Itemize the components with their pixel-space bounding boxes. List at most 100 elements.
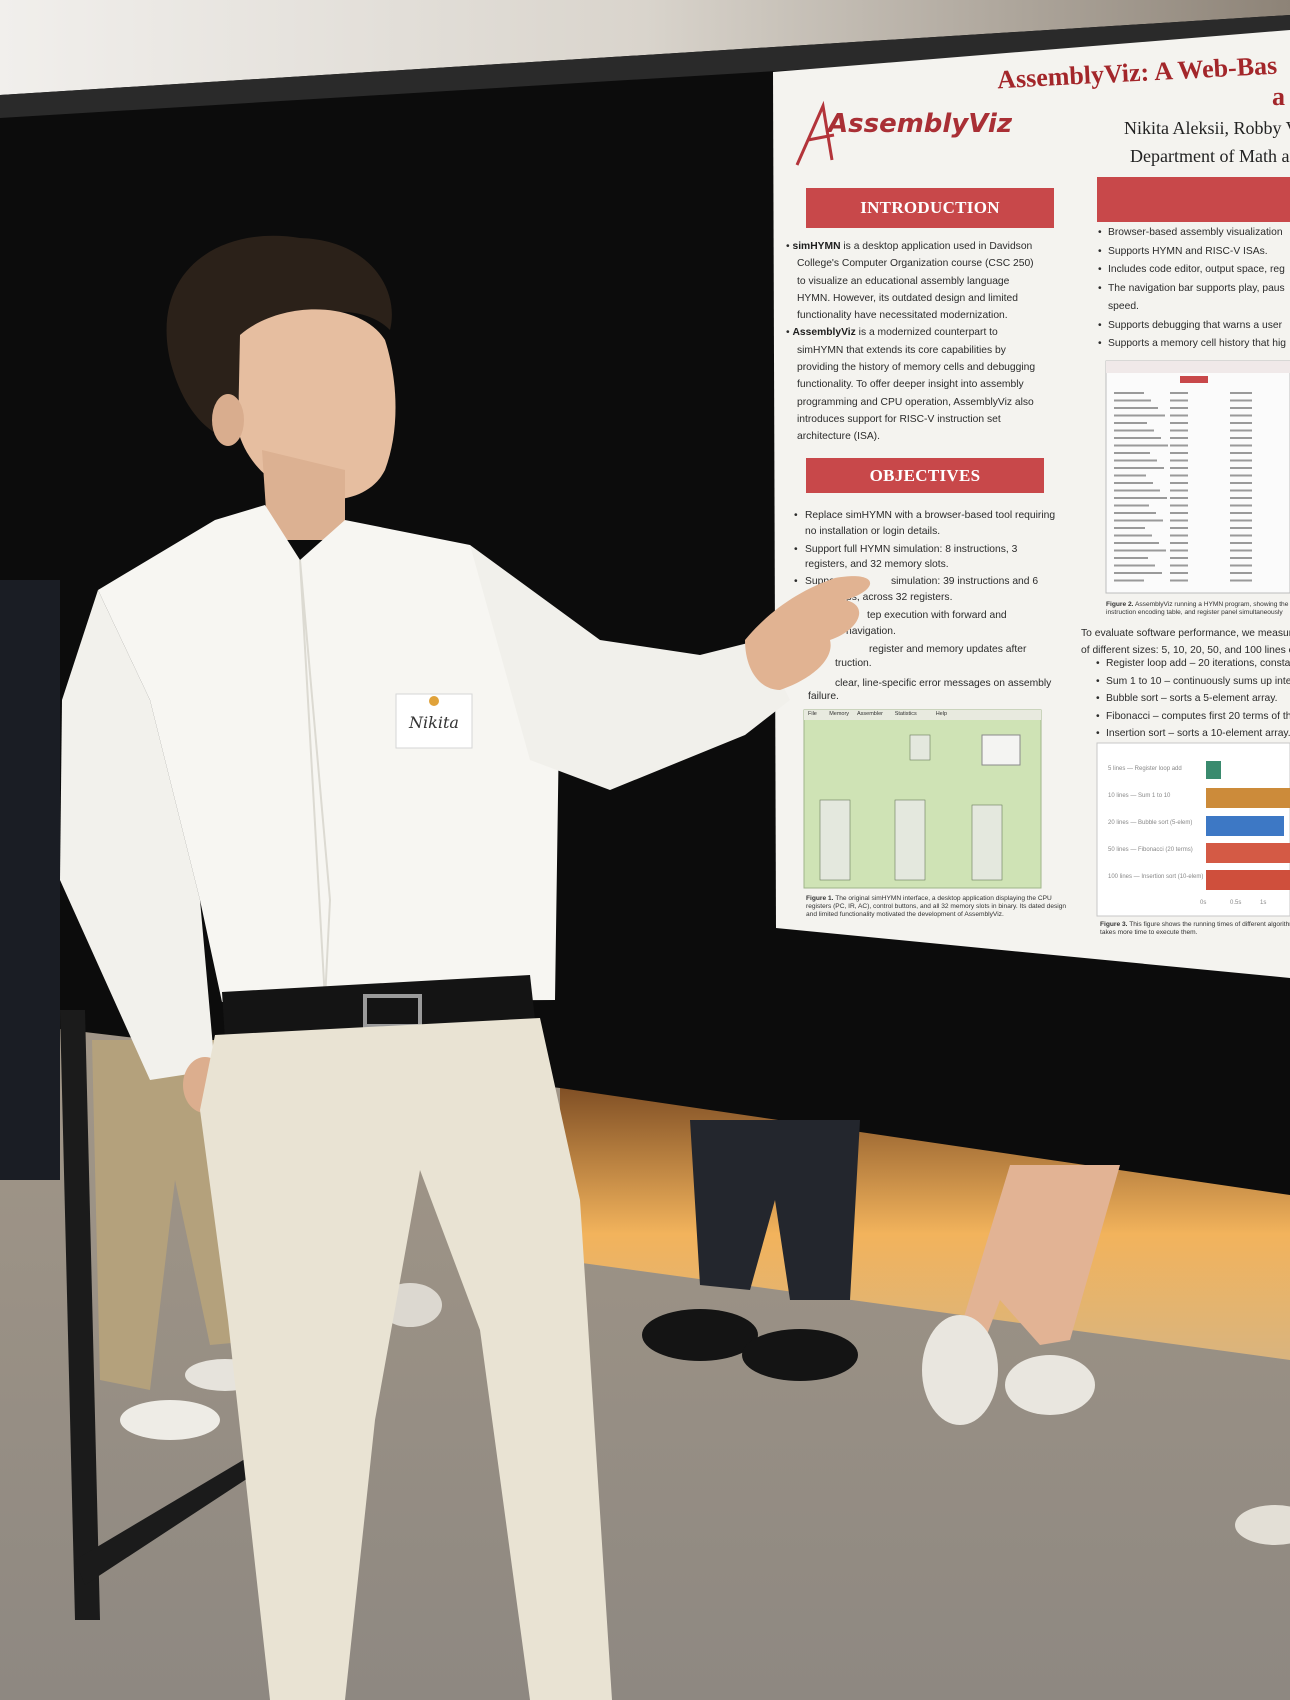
objective-line: ps, across 32 registers. [846,592,953,603]
figure-3-bar [1206,816,1284,836]
figure-1-memory [894,799,926,881]
code-line [1170,452,1188,454]
figure-3-bar [1206,761,1221,779]
code-line [1230,482,1252,484]
figure-caption: Figure 3. This figure shows the running … [1100,921,1290,929]
figure-1-menu-item: Statistics [894,711,917,717]
objective-line: truction. [835,658,872,669]
authors: Nikita Aleksii, Robby V [1124,118,1290,138]
code-line [1230,564,1252,567]
code-line [1230,429,1252,432]
code-line [1230,414,1252,417]
code-line [1230,519,1252,522]
section-heading [1097,177,1290,222]
figure-caption: and limited functionality motivated the … [806,911,1004,919]
objective-line: clear, line-specific error messages on a… [835,678,1052,689]
sneaker [922,1315,998,1425]
bold-term: simHYMN [792,241,841,252]
feature-line: Supports debugging that warns a user [1108,319,1283,331]
board-frame [0,15,1290,118]
code-line [1230,534,1252,537]
poster-title: a [1272,82,1285,111]
section-heading: INTRODUCTION [806,188,1054,228]
figure-3-label: 10 lines — Sum 1 to 10 [1108,793,1171,799]
code-line [1170,579,1188,582]
code-line [1230,467,1252,469]
figure-1-menu-item: Assembler [857,711,883,717]
code-line [1170,467,1188,469]
code-line [1114,474,1146,477]
code-line [1114,429,1154,432]
bullet: • [1096,710,1100,722]
code-line [1114,557,1148,559]
caption-text: This figure shows the running times of d… [1127,921,1290,928]
figure-caption: registers (PC, IR, AC), control buttons,… [806,903,1066,911]
bullet: • [1098,338,1102,349]
code-line [1170,489,1188,492]
person-background [0,580,60,1180]
logo-text: AssemblyViz [828,109,1012,139]
code-line [1170,504,1188,507]
code-line [1230,399,1252,402]
code-line [1170,474,1188,477]
bullet: • [1098,264,1102,275]
bold-term: AssemblyViz [792,327,856,339]
figure-3-label: 100 lines — Insertion sort (10-elem) [1108,874,1204,880]
bullet-text: is a desktop application used in Davidso… [797,241,1034,322]
code-line [1114,534,1152,537]
code-line [1170,429,1188,432]
figure-2-toolbar [1106,361,1290,373]
bullet: • [1098,227,1102,238]
bullet: • [1098,282,1102,294]
figure-3-bar [1206,843,1290,863]
evaluation-line: of different sizes: 5, 10, 20, 50, and 1… [1081,645,1290,656]
code-line [1230,407,1252,409]
code-line [1230,504,1252,507]
code-line [1170,572,1188,574]
code-line [1170,459,1188,462]
objective-line: failure. [808,691,839,702]
caption-label: Figure 3. [1100,921,1128,928]
code-line [1230,557,1252,559]
benchmark-line: Register loop add – 20 iterations, const… [1106,658,1290,669]
objective-line: register and memory updates after [869,644,1027,655]
feature-line: The navigation bar supports play, paus [1108,282,1285,294]
feature-line: Supports a memory cell history that hig [1108,338,1286,349]
objective-line: Suppo [805,576,835,587]
bullet: • [1098,319,1102,331]
bullet: • [1096,728,1100,739]
code-line [1230,444,1252,447]
figure-3-axis-label: 0s [1200,900,1207,906]
benchmark-line: Bubble sort – sorts a 5-element array. [1106,693,1278,704]
code-line [1170,527,1188,529]
caption-text: takes more time to execute them. [1100,929,1198,936]
code-line [1170,437,1188,439]
benchmark-line: Sum 1 to 10 – continuously sums up integ [1106,675,1290,687]
code-line [1230,422,1252,424]
code-line [1114,444,1168,447]
feature-line: Supports HYMN and RISC-V ISAs. [1108,245,1268,257]
figure-3-bar [1206,788,1290,808]
code-line [1114,392,1144,394]
objective-line: Replace simHYMN with a browser-based too… [805,510,1056,521]
caption-text: registers (PC, IR, AC), control buttons,… [806,903,1067,910]
code-line [1114,459,1157,462]
code-line [1170,422,1188,424]
code-line [1230,392,1252,394]
code-line [1170,444,1188,447]
sneaker [742,1329,858,1381]
objective-line: registers, and 32 memory slots. [805,559,949,570]
code-line [1114,572,1162,574]
caption-label: Figure 2. [1106,601,1134,608]
figure-3-label: 5 lines — Register loop add [1108,766,1182,772]
code-line [1114,519,1163,522]
code-line [1230,572,1252,574]
code-line [1170,564,1188,567]
caption-text: instruction encoding table, and register… [1106,609,1283,616]
objective-line: simulation: 39 instructions and 6 [891,576,1039,587]
code-line [1170,519,1188,522]
figure-3-label: 50 lines — Fibonacci (20 terms) [1108,847,1193,853]
code-line [1170,407,1188,409]
figure-1-menu-item: File [808,711,817,717]
person-background-legs [960,1165,1120,1345]
